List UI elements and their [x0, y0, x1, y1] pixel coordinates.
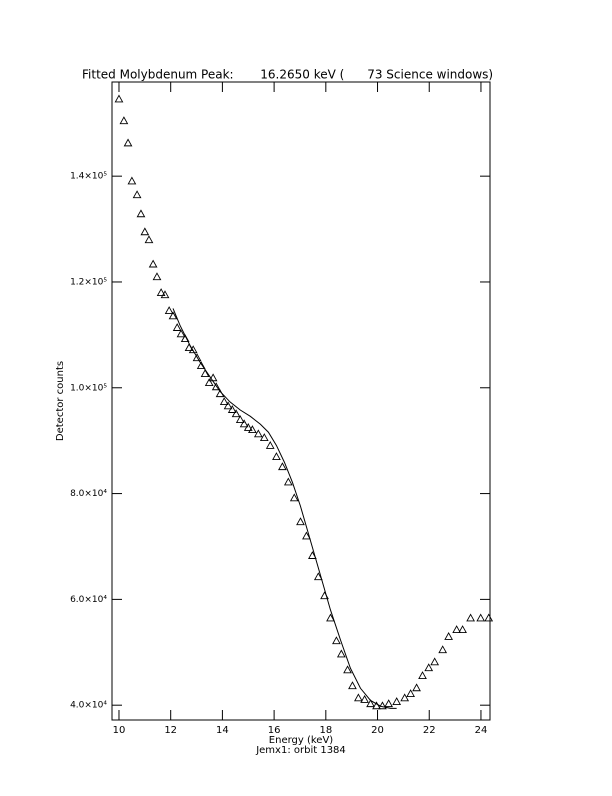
x-tick-label: 24: [475, 725, 488, 736]
x-tick-label: 18: [319, 725, 332, 736]
triangle-point: [176, 329, 186, 338]
triangle-point: [160, 290, 170, 299]
triangle-point: [148, 259, 158, 268]
triangle-point: [272, 452, 281, 461]
triangle-point: [452, 625, 462, 634]
triangle-point: [424, 663, 434, 672]
triangle-point: [406, 689, 415, 698]
x-axis-label: Energy (keV): [269, 735, 334, 746]
triangle-point: [119, 116, 129, 125]
triangle-point: [313, 572, 323, 581]
y-tick-label: 1.2×10⁵: [70, 277, 107, 287]
y-tick-label: 8.0×10⁴: [70, 489, 107, 499]
triangle-point: [156, 288, 166, 297]
triangle-point: [231, 409, 241, 418]
triangle-point: [438, 645, 448, 654]
triangle-point: [259, 433, 269, 441]
triangle-point: [223, 401, 233, 410]
triangle-point: [164, 306, 174, 315]
triangle-point: [444, 632, 453, 640]
y-tick-label: 1.4×10⁵: [70, 172, 107, 182]
triangle-point: [289, 493, 299, 502]
y-tick-label: 1.0×10⁵: [70, 383, 107, 393]
triangle-point: [372, 701, 381, 710]
triangle-point: [336, 649, 346, 658]
triangle-point: [392, 697, 402, 705]
triangle-point: [172, 323, 182, 331]
triangle-point: [152, 272, 162, 281]
triangle-point: [136, 209, 146, 218]
triangle-point: [265, 441, 275, 449]
y-tick-label: 6.0×10⁴: [70, 595, 107, 605]
triangle-point: [211, 382, 221, 391]
triangle-point: [476, 613, 486, 622]
x-tick-label: 14: [216, 725, 229, 736]
plot-frame: [111, 81, 491, 721]
triangle-point: [200, 369, 210, 377]
triangle-point: [123, 138, 133, 147]
triangle-point: [348, 681, 357, 690]
triangle-point: [235, 415, 245, 423]
triangle-point: [239, 419, 249, 428]
triangle-point: [140, 227, 150, 236]
triangle-point: [283, 477, 293, 486]
triangle-point: [296, 517, 305, 526]
triangle-point: [484, 613, 494, 622]
triangle-point: [354, 693, 363, 702]
triangle-point: [360, 694, 369, 703]
x-tick-label: 22: [423, 725, 436, 736]
triangle-point: [384, 699, 394, 708]
triangle-point: [343, 665, 352, 674]
triangle-point: [253, 429, 263, 438]
triangle-point: [326, 613, 335, 622]
x-tick-label: 20: [371, 725, 384, 736]
x-tick-label: 10: [113, 725, 126, 736]
triangle-point: [196, 361, 206, 370]
triangle-point: [204, 378, 214, 386]
triangle-point: [248, 425, 257, 434]
triangle-point: [114, 94, 124, 103]
triangle-point: [458, 625, 467, 634]
triangle-point: [132, 190, 142, 199]
fit-line: [172, 308, 397, 709]
triangle-point: [302, 531, 311, 540]
triangle-point: [466, 613, 475, 622]
triangle-point: [378, 701, 387, 710]
triangle-point: [278, 462, 287, 471]
triangle-point: [412, 683, 421, 692]
triangle-point: [418, 671, 427, 680]
chart-title: Fitted Molybdenum Peak: 16.2650 keV ( 73…: [82, 68, 493, 82]
triangle-point: [168, 311, 178, 320]
triangle-point: [366, 699, 375, 708]
triangle-point: [192, 353, 202, 362]
triangle-point: [243, 423, 253, 431]
y-tick-label: 4.0×10⁴: [70, 701, 107, 711]
x-tick-label: 12: [164, 725, 177, 736]
triangle-point: [430, 657, 440, 666]
subtitle: Jemx1: orbit 1384: [255, 745, 346, 756]
triangle-point: [188, 345, 198, 354]
triangle-point: [332, 636, 341, 645]
triangle-point: [227, 405, 237, 413]
y-axis-label: Detector counts: [55, 361, 66, 441]
triangle-point: [400, 693, 410, 702]
triangle-point: [219, 397, 229, 406]
triangle-point: [127, 176, 137, 185]
triangle-point: [144, 235, 154, 244]
x-tick-label: 16: [268, 725, 281, 736]
